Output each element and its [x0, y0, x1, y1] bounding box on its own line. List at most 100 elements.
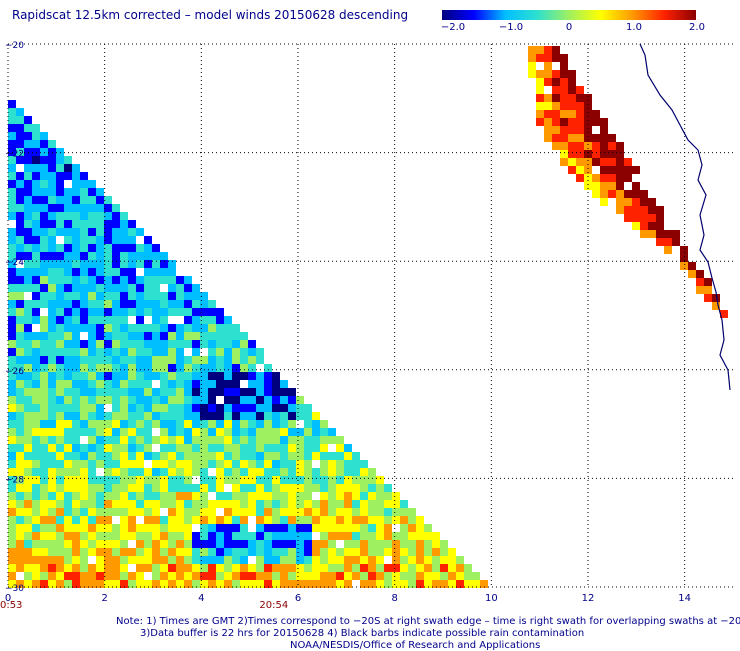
- wind-cell: [120, 412, 128, 420]
- wind-cell: [104, 220, 112, 228]
- wind-cell: [128, 548, 136, 556]
- wind-cell: [48, 388, 56, 396]
- wind-cell: [184, 500, 192, 508]
- wind-cell: [112, 420, 120, 428]
- wind-cell: [208, 540, 216, 548]
- wind-cell: [256, 564, 264, 572]
- wind-cell: [72, 180, 80, 188]
- wind-cell: [16, 492, 24, 500]
- wind-cell: [272, 476, 280, 484]
- wind-cell: [232, 548, 240, 556]
- wind-cell: [328, 500, 336, 508]
- wind-cell: [136, 460, 144, 468]
- wind-cell: [88, 548, 96, 556]
- wind-cell: [320, 532, 328, 540]
- wind-cell: [16, 364, 24, 372]
- wind-cell: [128, 508, 136, 516]
- wind-cell: [616, 182, 624, 190]
- wind-cell: [248, 508, 256, 516]
- wind-cell: [160, 316, 168, 324]
- wind-cell: [160, 380, 168, 388]
- wind-cell: [192, 316, 200, 324]
- y-tick-label: −22: [5, 150, 24, 160]
- wind-cell: [40, 380, 48, 388]
- wind-cell: [624, 166, 632, 174]
- wind-cell: [48, 260, 56, 268]
- wind-cell: [176, 332, 184, 340]
- wind-cell: [160, 388, 168, 396]
- wind-cell: [232, 396, 240, 404]
- wind-cell: [248, 468, 256, 476]
- wind-cell: [88, 204, 96, 212]
- wind-cell: [96, 420, 104, 428]
- wind-cell: [16, 188, 24, 196]
- wind-cell: [152, 244, 160, 252]
- wind-cell: [48, 140, 56, 148]
- wind-cell: [592, 110, 600, 118]
- wind-cell: [232, 516, 240, 524]
- wind-cell: [440, 580, 448, 588]
- wind-cell: [592, 142, 600, 150]
- wind-cell: [168, 508, 176, 516]
- wind-cell: [80, 356, 88, 364]
- wind-cell: [280, 580, 288, 588]
- wind-cell: [560, 110, 568, 118]
- wind-cell: [280, 412, 288, 420]
- wind-cell: [192, 444, 200, 452]
- wind-cell: [280, 556, 288, 564]
- colorbar-tick-label: 1.0: [626, 22, 642, 33]
- wind-cell: [120, 404, 128, 412]
- wind-cell: [280, 404, 288, 412]
- wind-cell: [8, 452, 16, 460]
- wind-cell: [296, 444, 304, 452]
- wind-cell: [32, 124, 40, 132]
- wind-cell: [144, 476, 152, 484]
- wind-cell: [256, 460, 264, 468]
- wind-cell: [216, 492, 224, 500]
- wind-cell: [168, 572, 176, 580]
- wind-cell: [136, 444, 144, 452]
- wind-cell: [160, 268, 168, 276]
- wind-cell: [120, 300, 128, 308]
- wind-cell: [216, 516, 224, 524]
- wind-cell: [40, 508, 48, 516]
- wind-cell: [336, 564, 344, 572]
- wind-cell: [288, 388, 296, 396]
- wind-cell: [64, 572, 72, 580]
- wind-cell: [288, 524, 296, 532]
- wind-cell: [312, 484, 320, 492]
- wind-cell: [96, 236, 104, 244]
- wind-cell: [224, 476, 232, 484]
- wind-cell: [208, 580, 216, 588]
- wind-cell: [264, 412, 272, 420]
- wind-cell: [136, 524, 144, 532]
- wind-cell: [608, 182, 616, 190]
- wind-cell: [8, 420, 16, 428]
- wind-cell: [392, 548, 400, 556]
- wind-cell: [192, 284, 200, 292]
- wind-cell: [56, 532, 64, 540]
- wind-cell: [168, 436, 176, 444]
- wind-cell: [104, 564, 112, 572]
- wind-cell: [16, 388, 24, 396]
- wind-cell: [168, 308, 176, 316]
- wind-cell: [88, 412, 96, 420]
- wind-cell: [48, 468, 56, 476]
- wind-cell: [40, 332, 48, 340]
- wind-cell: [464, 564, 472, 572]
- wind-cell: [632, 198, 640, 206]
- wind-cell: [200, 308, 208, 316]
- wind-cell: [336, 524, 344, 532]
- wind-cell: [216, 340, 224, 348]
- wind-cell: [120, 244, 128, 252]
- wind-cell: [160, 300, 168, 308]
- wind-cell: [312, 556, 320, 564]
- wind-cell: [224, 388, 232, 396]
- wind-cell: [232, 332, 240, 340]
- wind-cell: [136, 468, 144, 476]
- wind-cell: [176, 308, 184, 316]
- wind-cell: [8, 476, 16, 484]
- wind-cell: [248, 428, 256, 436]
- wind-cell: [184, 468, 192, 476]
- wind-cell: [48, 228, 56, 236]
